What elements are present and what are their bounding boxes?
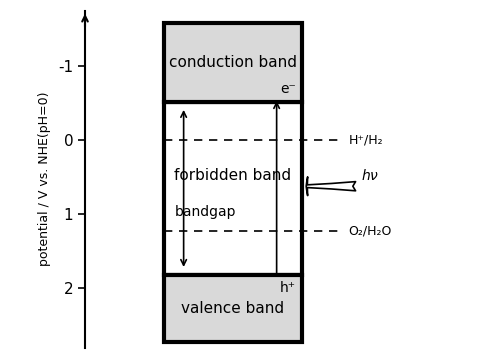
- Bar: [164, 275, 302, 342]
- Text: h⁺: h⁺: [280, 281, 296, 295]
- Text: bandgap: bandgap: [175, 205, 236, 219]
- Y-axis label: potential / V vs. NHE(pH=0): potential / V vs. NHE(pH=0): [38, 92, 51, 266]
- Bar: [164, 24, 302, 102]
- Text: $h\nu$: $h\nu$: [361, 168, 380, 184]
- Text: H⁺/H₂: H⁺/H₂: [348, 134, 383, 147]
- Text: forbidden band: forbidden band: [174, 168, 292, 182]
- Text: O₂/H₂O: O₂/H₂O: [348, 225, 392, 238]
- Text: e⁻: e⁻: [280, 82, 296, 96]
- Bar: [164, 102, 302, 275]
- Text: valence band: valence band: [182, 301, 284, 316]
- Text: conduction band: conduction band: [169, 55, 297, 70]
